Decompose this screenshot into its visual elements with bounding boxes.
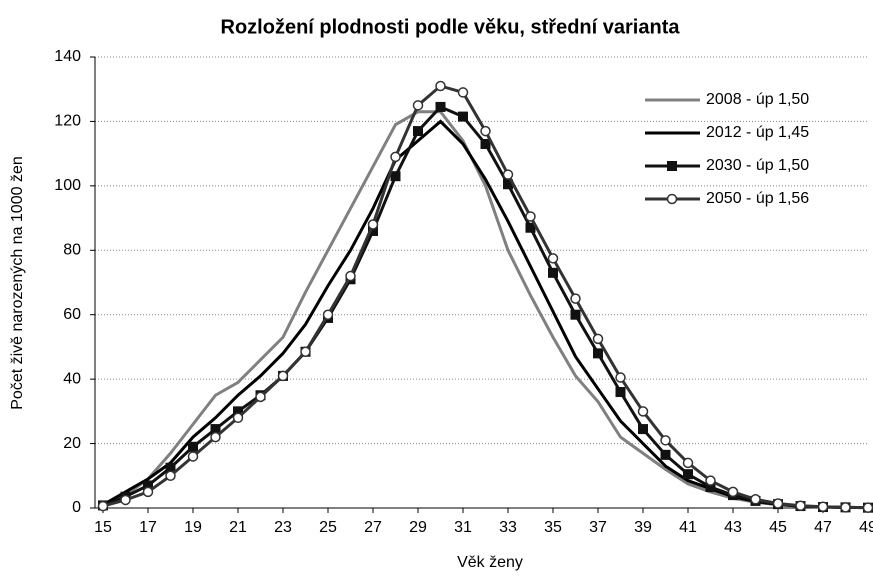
marker [458, 111, 468, 122]
marker [480, 138, 491, 149]
marker [683, 469, 693, 480]
marker [840, 502, 851, 513]
x-tick-label: 17 [139, 519, 157, 536]
y-tick-label: 140 [54, 48, 81, 65]
x-tick-label: 19 [184, 519, 202, 536]
y-tick-label: 120 [54, 113, 81, 130]
marker [817, 501, 829, 512]
marker [705, 475, 716, 486]
marker [322, 309, 334, 320]
marker [97, 500, 109, 512]
marker [502, 169, 514, 180]
y-tick-label: 0 [72, 499, 81, 516]
marker [480, 125, 491, 137]
marker [525, 222, 536, 233]
marker [682, 457, 694, 469]
marker [165, 470, 176, 482]
marker [187, 451, 199, 462]
marker [210, 424, 221, 435]
marker [548, 267, 558, 278]
y-tick-label: 80 [63, 242, 81, 259]
marker [547, 253, 559, 264]
marker [165, 462, 176, 473]
marker [593, 348, 603, 359]
y-tick-label: 100 [54, 177, 81, 194]
marker [570, 309, 581, 320]
marker [525, 211, 536, 222]
chart-title: Rozložení plodnosti podle věku, střední … [221, 16, 681, 38]
x-tick-label: 47 [814, 519, 832, 536]
marker [727, 486, 739, 498]
x-tick-label: 29 [409, 519, 427, 536]
marker [435, 101, 446, 112]
y-axis-label: Počet živě narozených na 1000 žen [9, 156, 26, 410]
x-tick-label: 41 [679, 519, 697, 536]
y-tick-label: 20 [63, 435, 81, 452]
legend-label: 2008 - úp 1,50 [706, 91, 809, 108]
x-tick-label: 45 [769, 519, 787, 536]
marker [772, 498, 784, 509]
marker [615, 372, 626, 383]
marker [255, 391, 266, 403]
x-tick-label: 23 [274, 519, 292, 536]
marker [345, 270, 356, 282]
marker [120, 494, 131, 506]
x-tick-label: 33 [499, 519, 517, 536]
x-tick-label: 25 [319, 519, 337, 536]
legend-label: 2030 - úp 1,50 [706, 157, 809, 174]
marker [592, 333, 604, 345]
marker [795, 500, 806, 511]
marker [368, 225, 378, 236]
x-axis-label: Věk ženy [457, 554, 523, 571]
marker [390, 171, 401, 182]
x-tick-label: 31 [454, 519, 472, 536]
marker [638, 424, 648, 435]
x-tick-label: 39 [634, 519, 652, 536]
marker [457, 87, 469, 98]
marker [232, 412, 244, 424]
legend-label: 2050 - úp 1,56 [706, 190, 809, 207]
x-tick-label: 49 [859, 519, 873, 536]
marker [705, 482, 716, 493]
marker [413, 126, 423, 137]
marker [666, 193, 678, 205]
marker [660, 435, 671, 446]
marker [637, 406, 649, 417]
x-tick-label: 37 [589, 519, 607, 536]
marker [660, 449, 671, 460]
x-tick-label: 21 [229, 519, 247, 536]
marker [188, 441, 198, 452]
marker [300, 346, 311, 358]
marker [277, 370, 289, 382]
marker [142, 486, 154, 498]
marker [667, 161, 677, 171]
x-tick-label: 15 [94, 519, 112, 536]
legend-label: 2012 - úp 1,45 [706, 124, 809, 141]
marker [503, 179, 513, 190]
marker [615, 387, 626, 398]
marker [233, 406, 243, 417]
y-tick-label: 40 [63, 370, 81, 387]
marker [367, 219, 379, 230]
x-tick-label: 43 [724, 519, 742, 536]
x-tick-label: 35 [544, 519, 562, 536]
marker [412, 100, 424, 111]
marker [210, 431, 221, 443]
x-tick-label: 27 [364, 519, 382, 536]
marker [750, 494, 761, 505]
y-tick-label: 60 [63, 306, 81, 323]
marker [862, 502, 873, 513]
marker [390, 151, 401, 163]
series-line [102, 84, 869, 510]
marker [143, 480, 153, 491]
marker [570, 293, 581, 304]
marker [435, 80, 446, 92]
